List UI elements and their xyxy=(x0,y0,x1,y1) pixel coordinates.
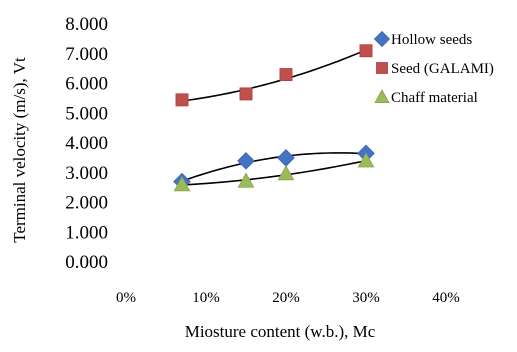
legend-item: Chaff material xyxy=(374,89,478,106)
legend-marker xyxy=(376,62,388,74)
x-tick-label: 40% xyxy=(432,290,460,306)
y-tick-label: 1.000 xyxy=(65,222,108,243)
data-point xyxy=(357,152,375,168)
legend-label: Seed (GALAMI) xyxy=(391,61,494,77)
trendline xyxy=(181,49,367,102)
x-axis-label: Miosture content (w.b.), Mc xyxy=(185,322,376,341)
data-point xyxy=(173,176,191,192)
x-tick-label: 10% xyxy=(192,290,220,306)
y-tick-label: 8.000 xyxy=(65,14,108,35)
legend-item: Hollow seeds xyxy=(373,30,472,48)
y-tick-label: 7.000 xyxy=(65,44,108,65)
legend-marker xyxy=(373,30,391,48)
x-tick-labels: 0% 10% 20% 30% 40% xyxy=(116,290,460,306)
data-point xyxy=(239,87,253,101)
data-point xyxy=(277,149,295,167)
data-point xyxy=(175,93,189,107)
y-tick-label: 4.000 xyxy=(65,133,108,154)
trendline xyxy=(181,159,367,186)
x-tick-label: 30% xyxy=(352,290,380,306)
y-tick-labels: 0.000 1.000 2.000 3.000 4.000 5.000 6.000 7.000… xyxy=(65,14,108,273)
legend-label: Chaff material xyxy=(391,90,478,106)
data-point xyxy=(237,152,255,170)
data-point xyxy=(279,68,293,82)
legend-label: Hollow seeds xyxy=(391,32,472,48)
trendlines xyxy=(181,49,367,186)
y-tick-label: 6.000 xyxy=(65,74,108,95)
trendline xyxy=(181,152,367,182)
y-tick-label: 3.000 xyxy=(65,163,108,184)
y-axis-label: Terminal velocity (m/s), Vt xyxy=(10,57,29,243)
legend-item: Seed (GALAMI) xyxy=(376,61,494,77)
legend-marker xyxy=(374,89,390,103)
data-point xyxy=(277,165,295,181)
x-tick-label: 0% xyxy=(116,290,136,306)
x-tick-label: 20% xyxy=(272,290,300,306)
y-tick-label: 5.000 xyxy=(65,103,108,124)
data-point xyxy=(237,172,255,188)
y-tick-label: 2.000 xyxy=(65,193,108,214)
data-point xyxy=(359,44,373,58)
legend: Hollow seeds Seed (GALAMI) Chaff material xyxy=(373,30,494,106)
data-points xyxy=(173,44,375,192)
y-tick-label: 0.000 xyxy=(65,252,108,273)
